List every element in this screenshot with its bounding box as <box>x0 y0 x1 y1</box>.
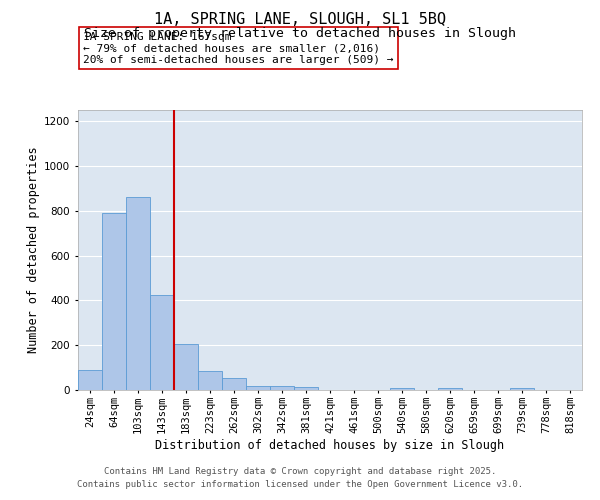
Bar <box>270 386 294 390</box>
Bar <box>102 213 126 390</box>
Bar <box>198 371 222 390</box>
Bar <box>150 295 174 390</box>
Bar <box>390 388 414 390</box>
Bar <box>438 388 462 390</box>
Bar <box>174 344 198 390</box>
Bar <box>126 196 150 390</box>
Text: Contains HM Land Registry data © Crown copyright and database right 2025.: Contains HM Land Registry data © Crown c… <box>104 467 496 476</box>
Text: 1A, SPRING LANE, SLOUGH, SL1 5BQ: 1A, SPRING LANE, SLOUGH, SL1 5BQ <box>154 12 446 28</box>
Bar <box>246 386 270 390</box>
Text: Contains public sector information licensed under the Open Government Licence v3: Contains public sector information licen… <box>77 480 523 489</box>
Y-axis label: Number of detached properties: Number of detached properties <box>27 146 40 354</box>
Bar <box>78 370 102 390</box>
Bar <box>294 388 318 390</box>
Bar <box>510 388 534 390</box>
X-axis label: Distribution of detached houses by size in Slough: Distribution of detached houses by size … <box>155 438 505 452</box>
Bar <box>222 378 246 390</box>
Text: 1A SPRING LANE: 167sqm
← 79% of detached houses are smaller (2,016)
20% of semi-: 1A SPRING LANE: 167sqm ← 79% of detached… <box>83 32 394 65</box>
Text: Size of property relative to detached houses in Slough: Size of property relative to detached ho… <box>84 28 516 40</box>
